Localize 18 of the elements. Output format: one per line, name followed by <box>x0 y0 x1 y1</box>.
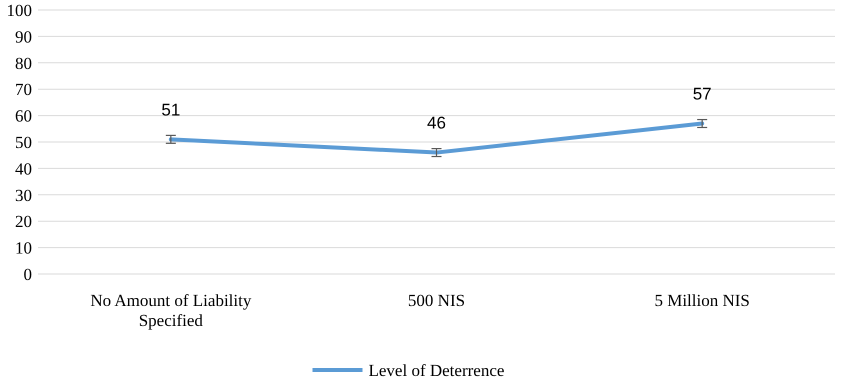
x-tick-label: 5 Million NIS <box>654 291 750 310</box>
y-tick-label: 80 <box>15 54 32 73</box>
y-tick-label: 30 <box>15 186 32 205</box>
y-tick-label: 40 <box>15 159 32 178</box>
data-label: 57 <box>692 84 712 104</box>
x-tick-label: 500 NIS <box>408 291 466 310</box>
y-tick-label: 50 <box>15 132 32 152</box>
y-tick-label: 100 <box>6 0 32 20</box>
y-tick-label: 20 <box>15 212 32 232</box>
x-tick-label: No Amount of Liability Specified <box>90 291 252 330</box>
y-tick-label: 70 <box>15 80 32 100</box>
data-label: 51 <box>161 100 180 120</box>
y-tick-label: 90 <box>15 27 32 46</box>
y-tick-label: 60 <box>15 106 32 126</box>
y-tick-label: 0 <box>24 264 32 284</box>
data-label: 46 <box>427 114 446 133</box>
y-tick-label: 10 <box>15 238 32 258</box>
legend-label: Level of Deterrence <box>368 360 504 380</box>
